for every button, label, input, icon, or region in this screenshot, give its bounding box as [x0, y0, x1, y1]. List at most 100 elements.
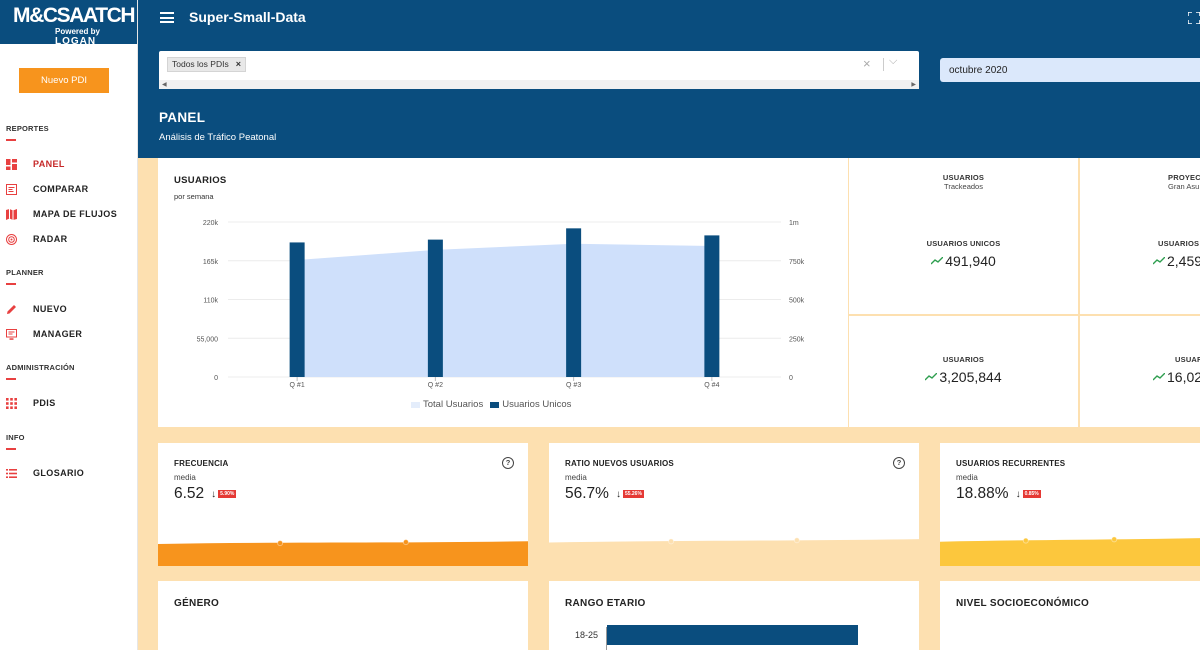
- bar-usuarios-unicos: [289, 242, 305, 377]
- top-header: Super-Small-Data Todos los PDIs × × ⌵ ◀ …: [138, 0, 1200, 158]
- stat-label: USUAR: [1175, 355, 1200, 364]
- metric-value: 6.52 ↓ 5.90%: [174, 485, 237, 503]
- chart-legend: Total Usuarios Usuarios Unicos: [411, 399, 571, 410]
- sidebar-item-comparar[interactable]: COMPARAR: [6, 182, 89, 196]
- chip-remove-icon[interactable]: ×: [235, 59, 241, 69]
- section-administracion: ADMINISTRACIÓN: [6, 363, 75, 380]
- sidebar-item-glosario[interactable]: GLOSARIO: [6, 466, 84, 480]
- help-icon[interactable]: ?: [502, 457, 514, 469]
- bar-axis: [606, 627, 607, 650]
- sparkline-point: [793, 537, 800, 544]
- sparkline-point: [402, 539, 409, 546]
- sidebar-item-panel[interactable]: PANEL: [6, 157, 65, 171]
- stat-sublabel: Gran Asu: [1168, 182, 1200, 191]
- date-picker-input[interactable]: [940, 58, 1200, 82]
- sidebar-item-label: NUEVO: [33, 304, 68, 314]
- sidebar-item-pdis[interactable]: PDIS: [6, 396, 56, 410]
- scroll-left-icon[interactable]: ◀: [162, 82, 167, 88]
- radar-icon: [6, 233, 17, 245]
- legend-swatch-total: [411, 401, 420, 408]
- y-tick-label-right: 1m: [789, 220, 799, 227]
- scroll-right-icon[interactable]: ▶: [911, 82, 916, 88]
- sparkline-fill: [940, 538, 1200, 566]
- card-title: NIVEL SOCIOECONÓMICO: [956, 598, 1090, 609]
- stat-label: USUARIOS: [1158, 239, 1200, 248]
- sidebar-item-nuevo[interactable]: NUEVO: [6, 302, 67, 316]
- help-icon[interactable]: ?: [893, 457, 905, 469]
- sidebar-item-label: PDIS: [33, 398, 56, 408]
- page-title: PANEL: [159, 110, 206, 125]
- app-title: Super-Small-Data: [189, 9, 306, 25]
- sidebar: M&CSAATCH Powered by LOGAN Nuevo PDI REP…: [0, 0, 138, 650]
- trend-down-icon: ↓: [211, 488, 217, 500]
- stat-label: USUARIOS UNICOS: [926, 239, 1001, 248]
- section-info: INFO: [6, 433, 25, 450]
- sparkline-point: [277, 540, 284, 547]
- y-tick-label-right: 750k: [789, 259, 805, 266]
- sidebar-item-manager[interactable]: MANAGER: [6, 327, 82, 341]
- pencil-icon: [6, 304, 17, 315]
- metric-card-frecuencia: FRECUENCIA media 6.52 ↓ 5.90% ?: [158, 443, 528, 566]
- sidebar-item-label: COMPARAR: [33, 184, 89, 194]
- card-genero: GÉNERO: [158, 581, 528, 650]
- chevron-down-icon[interactable]: ⌵: [889, 55, 898, 67]
- fullscreen-icon[interactable]: [1187, 11, 1200, 25]
- metric-sublabel: media: [565, 473, 587, 482]
- legend-label-total: Total Usuarios: [423, 399, 484, 410]
- stat-label: USUARIOS: [942, 355, 985, 364]
- stat-number: 2,459: [1167, 253, 1200, 269]
- sidebar-item-label: PANEL: [33, 159, 65, 169]
- y-tick-label-right: 0: [789, 375, 793, 382]
- sparkline-point: [668, 538, 675, 545]
- trend-up-icon: [931, 257, 944, 265]
- change-badge: 55.26%: [622, 490, 644, 498]
- x-tick-label: Q #3: [566, 382, 581, 389]
- stat-card-usuarios: USUARIOS 3,205,844: [849, 316, 1078, 427]
- metric-card-ratio-nuevos: RATIO NUEVOS USUARIOS media 56.7% ↓ 55.2…: [549, 443, 919, 566]
- page-subtitle: Análisis de Tráfico Peatonal: [159, 132, 277, 143]
- card-rango-etario: RANGO ETARIO 18-25: [549, 581, 919, 650]
- x-tick-label: Q #1: [290, 382, 305, 389]
- age-bar-label: 18-25: [575, 630, 599, 640]
- trend-down-icon: ↓: [1015, 488, 1021, 500]
- metric-number: 6.52: [174, 485, 205, 502]
- logo-powered: Powered by: [55, 27, 100, 36]
- sidebar-item-label: MAPA DE FLUJOS: [33, 209, 118, 219]
- stat-value: 3,205,844: [849, 369, 1078, 385]
- filter-chip-label: Todos los PDIs: [172, 59, 229, 69]
- horizontal-scrollbar[interactable]: ◀ ▶: [159, 80, 919, 89]
- change-badge: 0.85%: [1022, 490, 1041, 498]
- x-tick-label: Q #4: [704, 382, 719, 389]
- map-icon: [6, 208, 17, 220]
- sidebar-item-radar[interactable]: RADAR: [6, 232, 68, 246]
- list-icon: [6, 468, 17, 479]
- metric-value: 56.7% ↓ 55.26%: [565, 485, 644, 503]
- metric-sublabel: media: [956, 473, 978, 482]
- sidebar-item-label: RADAR: [33, 234, 68, 244]
- y-tick-label-right: 500k: [789, 298, 805, 305]
- sparkline-fill: [158, 541, 528, 566]
- clear-icon[interactable]: ×: [863, 56, 871, 71]
- stat-label: USUARIOS: [942, 173, 985, 182]
- stat-number: 491,940: [945, 253, 996, 269]
- logo-logan: LOGAN: [55, 36, 97, 47]
- dashboard-icon: [6, 158, 17, 170]
- metric-number: 18.88%: [956, 485, 1009, 502]
- hamburger-menu-icon[interactable]: [160, 12, 174, 23]
- pdi-filter-select[interactable]: Todos los PDIs × × ⌵ ◀ ▶: [159, 51, 919, 89]
- change-badge: 5.90%: [218, 490, 237, 498]
- y-tick-label-left: 0: [214, 375, 218, 382]
- trend-up-icon: [1153, 373, 1165, 381]
- trend-up-icon: [1153, 257, 1165, 265]
- metric-title: USUARIOS RECURRENTES: [956, 459, 1066, 468]
- new-pdi-button[interactable]: Nuevo PDI: [19, 68, 109, 93]
- card-title: RANGO ETARIO: [565, 598, 646, 609]
- bar-usuarios-unicos: [566, 228, 582, 377]
- sparkline-fill: [549, 539, 919, 566]
- sparkline-point: [1111, 536, 1118, 543]
- sidebar-item-mapa-de-flujos[interactable]: MAPA DE FLUJOS: [6, 207, 117, 221]
- logo[interactable]: M&CSAATCH Powered by LOGAN: [0, 0, 137, 47]
- stat-card-proyeccion: PROYEC Gran Asu USUARIOS 2,459: [1080, 158, 1200, 314]
- card-subtitle: por semana: [174, 192, 214, 201]
- section-reportes: REPORTES: [6, 124, 49, 141]
